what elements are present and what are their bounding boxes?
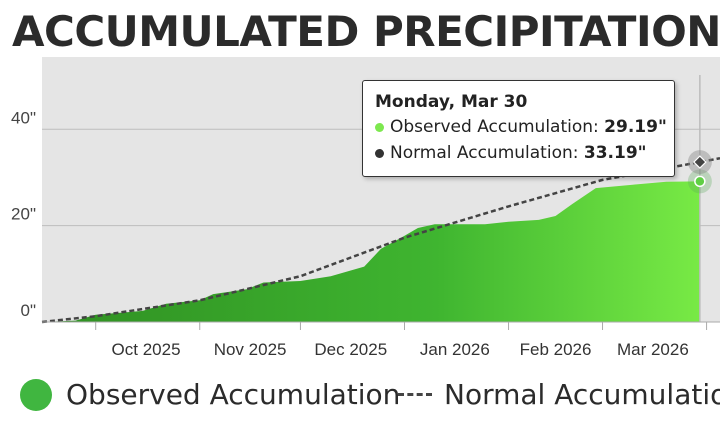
normal-dot-icon — [375, 148, 384, 158]
y-tick-label: 40" — [11, 108, 36, 127]
observed-area[interactable] — [42, 181, 700, 322]
observed-point-marker[interactable] — [694, 175, 706, 188]
x-tick-label: Dec 2025 — [314, 340, 387, 359]
legend: Observed Accumulation Normal Accumulatio… — [0, 370, 720, 430]
tooltip-normal-value: 33.19" — [583, 143, 647, 163]
normal-line[interactable] — [41, 156, 720, 324]
tooltip: Monday, Mar 30 Observed Accumulation: 29… — [362, 80, 675, 177]
x-tick-label: Jan 2026 — [420, 340, 490, 359]
tooltip-observed-label: Observed Accumulation: — [390, 117, 599, 137]
y-tick-label: 20" — [11, 205, 36, 224]
legend-item-observed[interactable]: Observed Accumulation — [20, 378, 400, 411]
y-tick-label: 0" — [21, 301, 37, 320]
tooltip-row-normal: Normal Accumulation: 33.19" — [375, 140, 662, 166]
legend-normal-label: Normal Accumulation — [444, 378, 720, 411]
chart-title: ACCUMULATED PRECIPITATION — [12, 7, 720, 56]
observed-dot-icon — [375, 122, 384, 132]
legend-observed-label: Observed Accumulation — [66, 378, 401, 411]
legend-dash-icon — [398, 393, 432, 396]
x-tick-label: Nov 2025 — [214, 340, 287, 359]
tooltip-observed-value: 29.19" — [604, 117, 667, 137]
legend-circle-icon — [20, 378, 52, 411]
legend-item-normal[interactable]: Normal Accumulation — [398, 378, 720, 411]
x-tick-label: Mar 2026 — [617, 340, 689, 359]
tooltip-normal-label: Normal Accumulation: — [390, 143, 579, 163]
normal-point-marker[interactable] — [693, 155, 707, 169]
x-tick-label: Feb 2026 — [520, 340, 592, 359]
tooltip-row-observed: Observed Accumulation: 29.19" — [375, 114, 667, 140]
x-tick-label: Oct 2025 — [112, 340, 181, 359]
tooltip-date: Monday, Mar 30 — [375, 92, 528, 112]
